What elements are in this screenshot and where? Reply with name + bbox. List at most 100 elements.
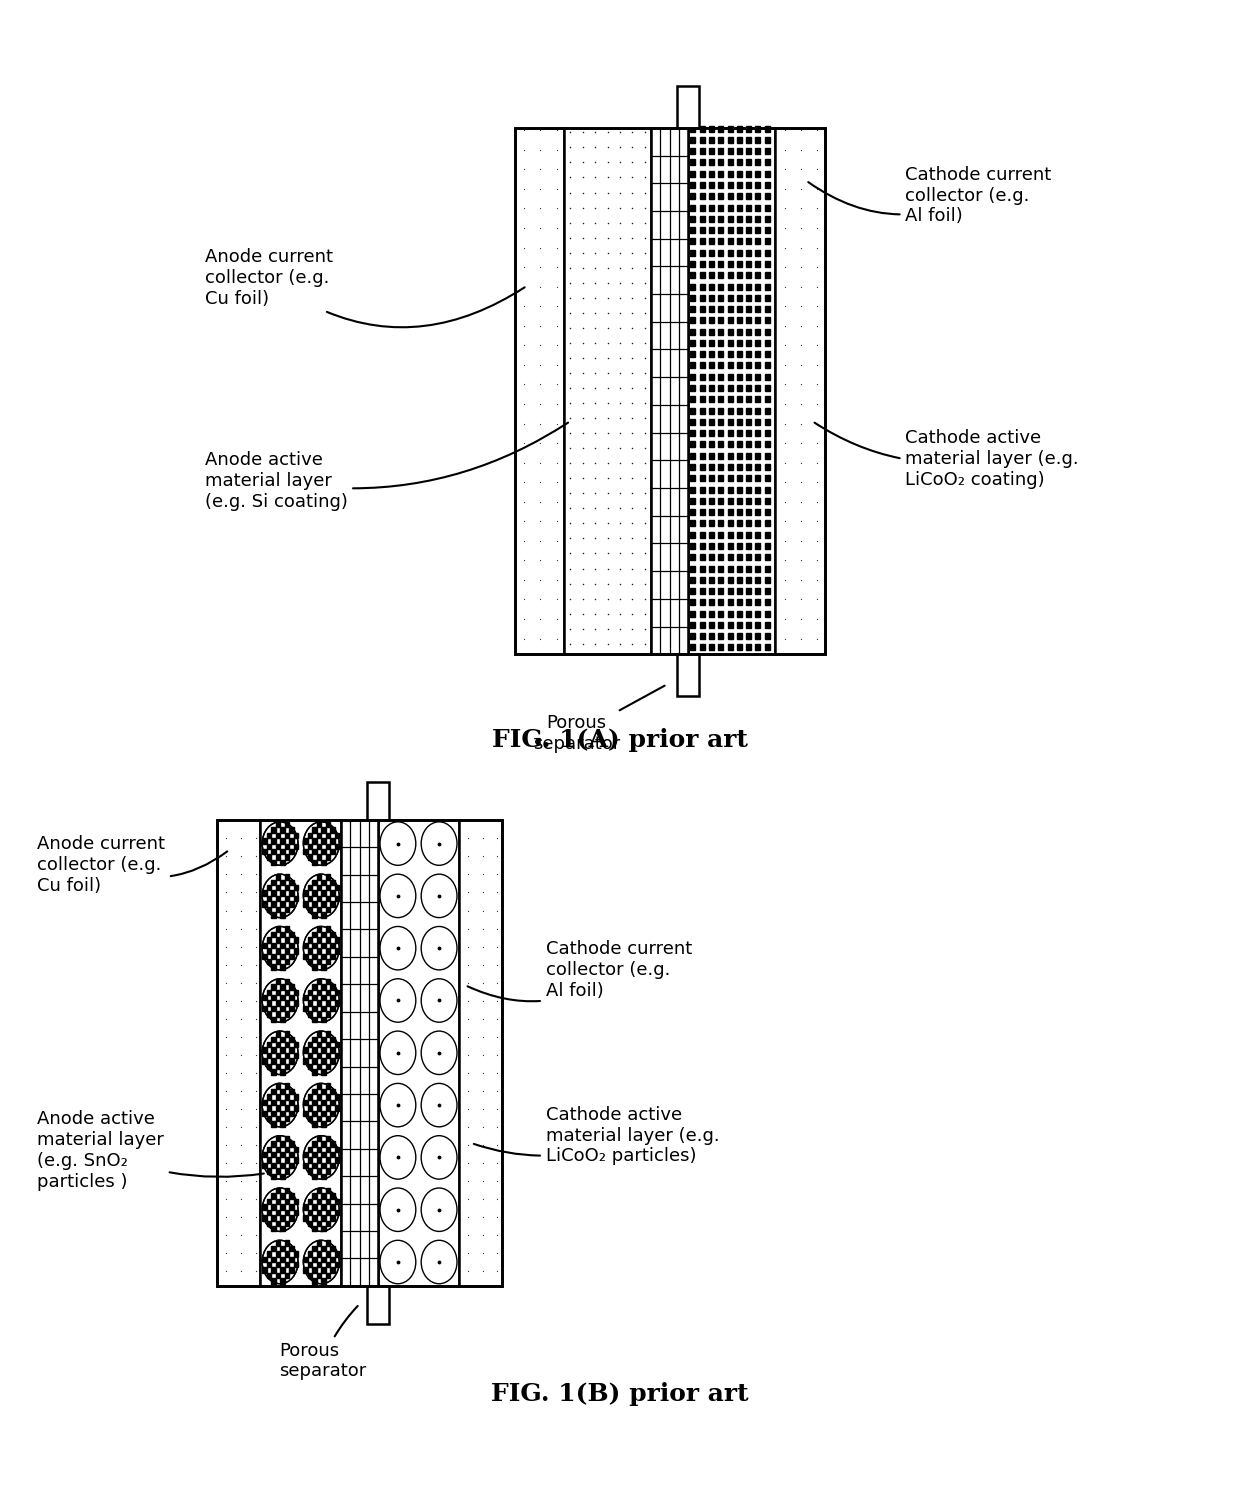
Bar	[728, 171, 733, 177]
Bar	[326, 1209, 330, 1215]
Bar	[284, 884, 289, 890]
Bar	[688, 128, 775, 654]
Bar	[718, 307, 723, 313]
Bar	[317, 1042, 321, 1047]
Bar	[709, 126, 714, 132]
Bar	[280, 1069, 285, 1074]
Bar	[765, 510, 770, 516]
Bar	[317, 1083, 321, 1089]
Bar	[280, 1205, 285, 1209]
Bar	[728, 295, 733, 301]
Bar	[755, 487, 760, 493]
Bar	[709, 149, 714, 155]
Bar	[317, 1095, 321, 1099]
Bar	[284, 1221, 289, 1226]
Bar	[746, 352, 751, 358]
Bar	[330, 1142, 335, 1146]
Bar	[765, 182, 770, 188]
Bar	[272, 838, 275, 844]
Bar	[317, 990, 321, 996]
Bar	[335, 833, 340, 838]
Text: Cathode active
material layer (e.g.
LiCoO₂ particles): Cathode active material layer (e.g. LiCo…	[474, 1105, 719, 1166]
Bar	[691, 362, 696, 368]
Bar	[691, 126, 696, 132]
Bar	[737, 329, 742, 335]
Bar	[691, 578, 696, 584]
Bar	[280, 1110, 285, 1116]
Bar	[765, 442, 770, 448]
Bar	[765, 284, 770, 290]
Bar	[765, 465, 770, 471]
Bar	[312, 1268, 317, 1272]
Bar	[312, 827, 317, 833]
Bar	[304, 1205, 308, 1209]
Bar	[304, 1257, 308, 1262]
Bar	[709, 408, 714, 414]
Bar	[755, 623, 760, 629]
Bar	[289, 901, 294, 907]
Bar	[308, 990, 312, 996]
Bar	[280, 1017, 285, 1023]
Bar	[289, 1163, 294, 1169]
Bar	[267, 1262, 272, 1268]
Bar	[709, 442, 714, 448]
Bar	[755, 137, 760, 143]
Bar	[765, 453, 770, 459]
Bar	[312, 880, 317, 884]
Bar	[691, 623, 696, 629]
Bar	[289, 1205, 294, 1209]
Bar	[755, 442, 760, 448]
Bar	[267, 1251, 272, 1257]
Bar	[728, 149, 733, 155]
Bar	[691, 262, 696, 268]
Bar	[280, 1215, 285, 1221]
Text: FIG. 1(B) prior art: FIG. 1(B) prior art	[491, 1382, 749, 1406]
Bar	[317, 844, 321, 848]
Bar	[737, 532, 742, 538]
Bar	[335, 896, 340, 901]
Bar	[746, 307, 751, 313]
Bar	[335, 1262, 340, 1268]
Bar	[280, 1152, 285, 1158]
Bar	[699, 272, 704, 278]
Text: Anode active
material layer
(e.g. SnO₂
particles ): Anode active material layer (e.g. SnO₂ p…	[37, 1110, 264, 1191]
Bar	[718, 340, 723, 346]
Circle shape	[379, 1032, 415, 1074]
Bar	[746, 611, 751, 617]
Bar	[746, 498, 751, 504]
Bar	[280, 860, 285, 865]
Bar	[304, 838, 308, 844]
Bar	[699, 487, 704, 493]
Bar	[746, 532, 751, 538]
Bar	[330, 838, 335, 844]
Bar	[691, 171, 696, 177]
Bar	[746, 340, 751, 346]
Bar	[746, 239, 751, 245]
Bar	[699, 284, 704, 290]
Bar	[718, 588, 723, 594]
Bar	[718, 465, 723, 471]
Bar	[326, 1011, 330, 1017]
Bar	[272, 1069, 275, 1074]
Bar	[304, 1152, 308, 1158]
Bar	[272, 1006, 275, 1011]
Bar	[737, 385, 742, 391]
Bar	[755, 465, 760, 471]
Bar	[275, 1272, 280, 1278]
Bar	[755, 385, 760, 391]
Bar	[294, 1199, 298, 1205]
Bar	[321, 838, 326, 844]
Bar	[335, 948, 340, 954]
Circle shape	[379, 979, 415, 1023]
Bar	[728, 126, 733, 132]
Bar	[709, 475, 714, 481]
Bar	[737, 578, 742, 584]
Bar	[284, 1000, 289, 1006]
Bar	[321, 954, 326, 960]
Bar	[699, 645, 704, 651]
Bar	[275, 979, 280, 984]
Bar	[284, 1188, 289, 1194]
Bar	[709, 578, 714, 584]
Bar	[317, 1146, 321, 1152]
Bar	[737, 453, 742, 459]
